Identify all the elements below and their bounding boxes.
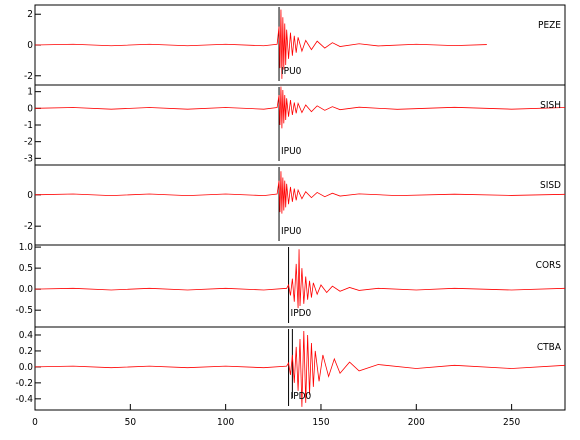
- y-tick-label: -1: [24, 120, 33, 131]
- waveform: [34, 9, 487, 79]
- waveform: [34, 249, 566, 309]
- x-tick-label: 250: [503, 417, 520, 428]
- y-tick-label: 0: [27, 40, 33, 51]
- waveform: [34, 171, 566, 214]
- station-label: CTBA: [537, 342, 562, 353]
- y-tick-label: 0.5: [19, 263, 33, 274]
- x-tick-label: 0: [32, 417, 38, 428]
- y-tick-label: 0.2: [19, 346, 33, 357]
- waveform: [34, 330, 566, 407]
- pick-label: IPD0: [291, 308, 312, 319]
- station-label: SISH: [540, 100, 561, 111]
- y-tick-label: -2: [24, 221, 33, 232]
- pick-label: IPU0: [281, 146, 302, 157]
- pick-label: IPU0: [281, 226, 302, 237]
- y-tick-label: 0: [27, 103, 33, 114]
- x-tick-label: 100: [217, 417, 234, 428]
- y-tick-label: 0.0: [19, 362, 34, 373]
- pick-label: IPD0: [291, 391, 312, 402]
- x-tick-label: 200: [408, 417, 425, 428]
- x-tick-label: 50: [125, 417, 137, 428]
- panel-frame: [34, 326, 566, 411]
- y-tick-label: 1.0: [19, 242, 34, 253]
- y-tick-label: -2: [24, 71, 33, 82]
- y-tick-label: 0: [27, 190, 33, 201]
- station-label: CORS: [536, 260, 562, 271]
- y-tick-label: -0.5: [15, 305, 33, 316]
- x-tick-label: 150: [312, 417, 329, 428]
- pick-label: IPU0: [281, 66, 302, 77]
- waveform: [34, 86, 566, 129]
- y-tick-label: -2: [24, 137, 33, 148]
- y-tick-label: 0.4: [19, 330, 34, 341]
- y-tick-label: -3: [24, 153, 33, 164]
- station-label: SISD: [540, 180, 561, 191]
- y-tick-label: -0.4: [15, 394, 33, 405]
- y-tick-label: 1: [27, 87, 33, 98]
- station-label: PEZE: [538, 20, 561, 31]
- y-tick-label: 0.0: [19, 284, 34, 295]
- y-tick-label: 2: [27, 9, 33, 20]
- y-tick-label: -0.2: [15, 378, 33, 389]
